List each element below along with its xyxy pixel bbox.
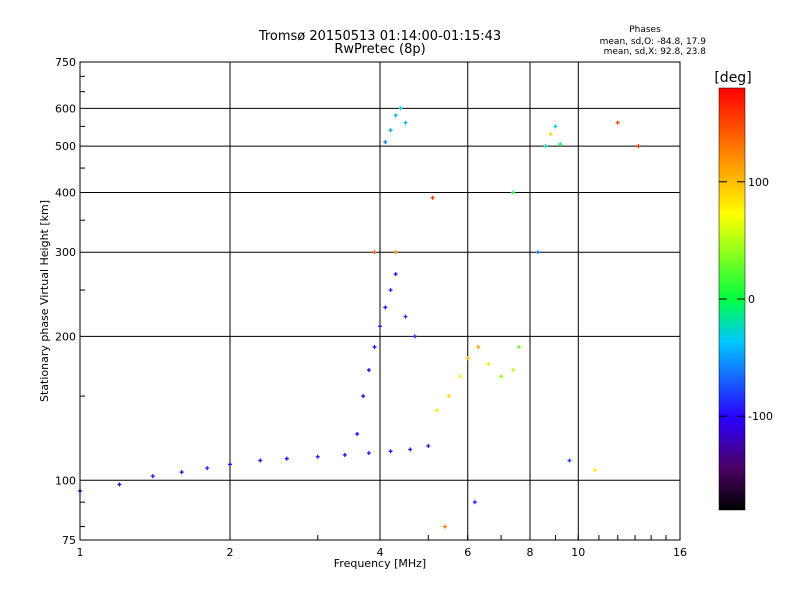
data-point (465, 356, 470, 361)
x-tick-label: 16 (673, 546, 687, 559)
data-point (486, 362, 491, 367)
colorbar-label: [deg] (714, 70, 751, 86)
data-point (366, 451, 371, 456)
data-point (516, 345, 521, 350)
data-point (553, 124, 558, 129)
data-point (355, 431, 360, 436)
phase-legend-x: mean, sd,X: 92.8, 23.8 (604, 47, 707, 57)
data-point (412, 334, 417, 339)
chart-subtitle: RwPretec (8p) (334, 42, 425, 57)
data-point (393, 250, 398, 255)
data-point (388, 128, 393, 133)
data-point (403, 314, 408, 319)
colorbar-tick-label: 0 (748, 293, 755, 306)
data-point (535, 250, 540, 255)
data-point (372, 345, 377, 350)
data-point (383, 305, 388, 310)
data-point (615, 120, 620, 125)
data-point (543, 144, 548, 149)
y-tick-label: 500 (55, 140, 76, 153)
data-point (430, 195, 435, 200)
data-point (398, 106, 403, 111)
colorbar-ticks: 100 0 -100 (719, 176, 773, 423)
grid-lines (80, 62, 680, 540)
x-tick-label: 6 (464, 546, 471, 559)
data-point (636, 144, 641, 149)
y-tick-label: 200 (55, 330, 76, 343)
y-tick-label: 300 (55, 246, 76, 259)
phase-legend-title: Phases (629, 25, 661, 35)
data-point (499, 374, 504, 379)
data-point (476, 345, 481, 350)
y-axis-label: Stationary phase Virtual Height [km] (38, 200, 51, 402)
data-point (548, 132, 553, 137)
x-tick-label: 2 (227, 546, 234, 559)
data-point (434, 408, 439, 413)
x-tick-label: 10 (571, 546, 585, 559)
data-point (393, 272, 398, 277)
data-point (511, 190, 516, 195)
data-point (442, 524, 447, 529)
data-point (458, 374, 463, 379)
data-point (372, 250, 377, 255)
colorbar-tick-label: -100 (748, 410, 773, 423)
data-point (150, 474, 155, 479)
data-point (558, 142, 563, 147)
y-tick-label: 75 (62, 534, 76, 547)
y-tick-label: 600 (55, 102, 76, 115)
y-tick-label: 100 (55, 474, 76, 487)
x-axis: 1 2 4 6 8 10 16 (77, 535, 687, 559)
data-point (361, 394, 366, 399)
data-point (205, 466, 210, 471)
chart-title: Tromsø 20150513 01:14:00-01:15:43 (258, 29, 501, 44)
data-point (117, 482, 122, 487)
data-point (342, 452, 347, 457)
y-axis: 75 100 200 300 400 500 600 750 (55, 56, 85, 547)
data-point (567, 458, 572, 463)
colorbar-tick-label: 100 (748, 176, 769, 189)
data-point (393, 113, 398, 118)
data-point (179, 470, 184, 475)
y-tick-label: 750 (55, 56, 76, 69)
data-point (366, 368, 371, 373)
data-point (258, 458, 263, 463)
y-tick-label: 400 (55, 186, 76, 199)
phase-legend-o: mean, sd,O: -84.8, 17.9 (600, 37, 707, 47)
data-point (592, 468, 597, 473)
data-point (388, 288, 393, 293)
data-point (315, 454, 320, 459)
data-point (228, 462, 232, 467)
data-point (378, 324, 382, 329)
x-tick-label: 4 (377, 546, 384, 559)
data-point (472, 500, 477, 505)
data-point (403, 120, 408, 125)
data-points (78, 106, 641, 529)
data-point (388, 449, 393, 454)
data-point (284, 456, 289, 461)
data-point (383, 140, 388, 145)
x-tick-label: 1 (77, 546, 84, 559)
data-point (511, 368, 516, 373)
x-tick-label: 8 (527, 546, 534, 559)
x-axis-label: Frequency [MHz] (334, 557, 426, 570)
data-point (426, 443, 431, 448)
data-point (408, 447, 413, 452)
data-point (446, 394, 451, 399)
